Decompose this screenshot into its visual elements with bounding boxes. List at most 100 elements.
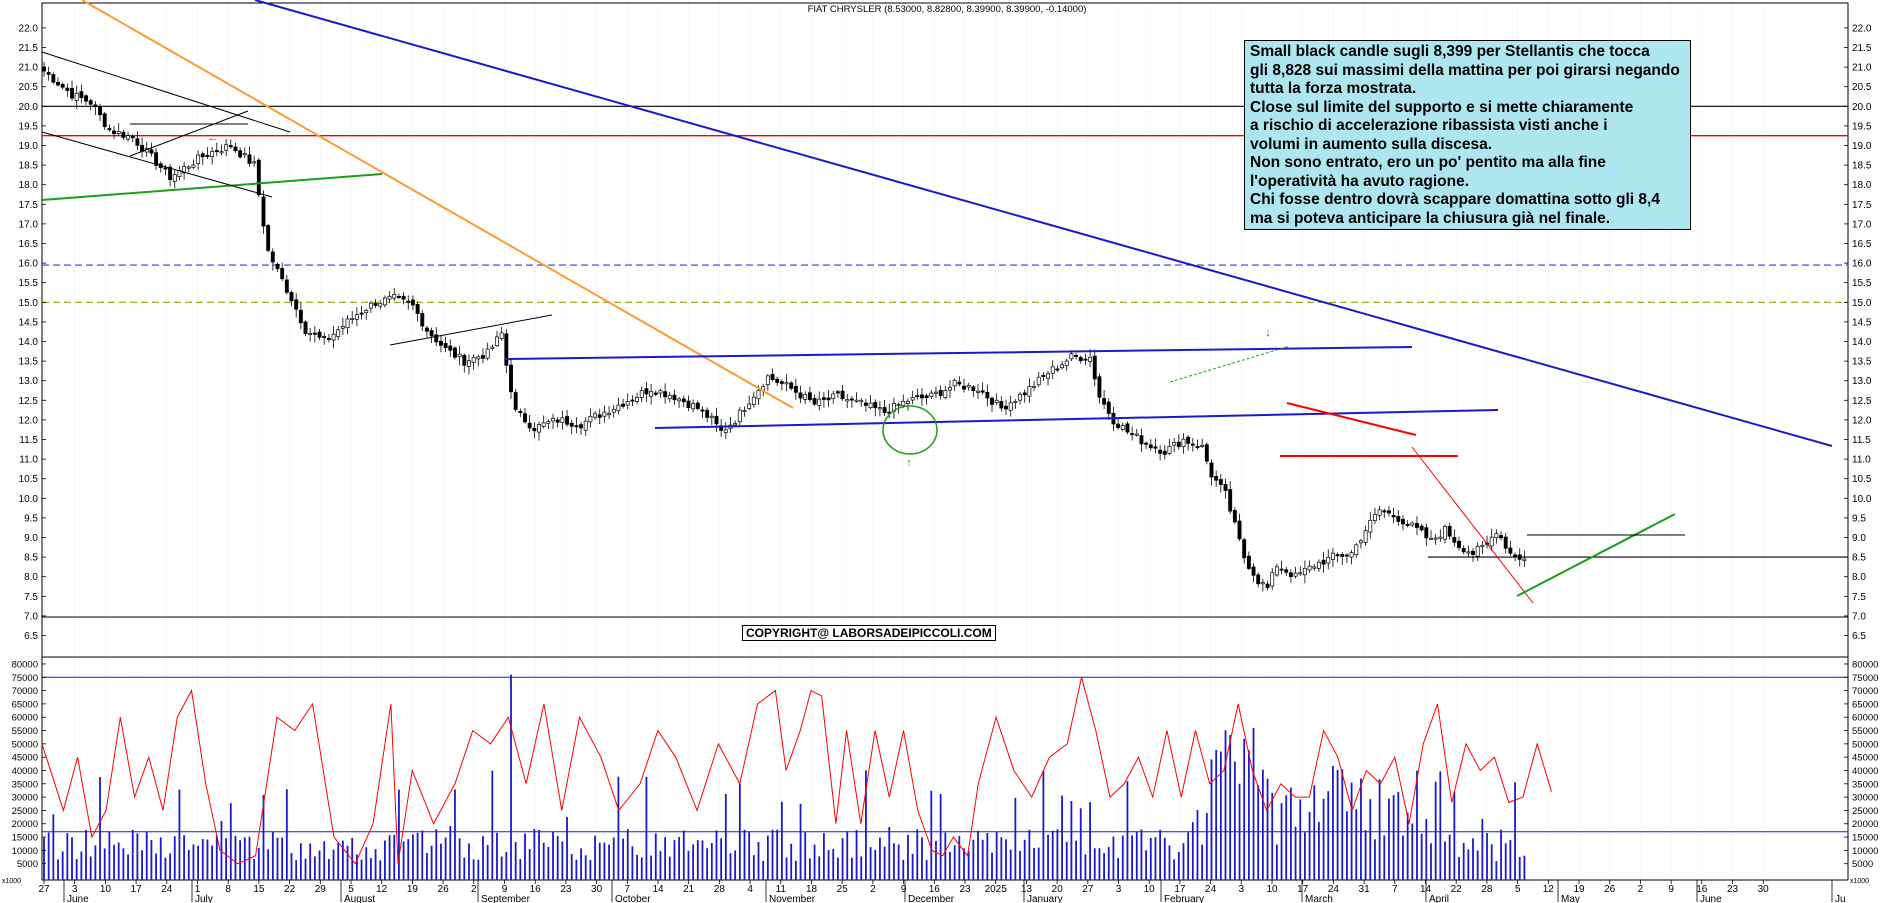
- candle-body: [60, 84, 65, 88]
- volume-bar: [1327, 791, 1330, 880]
- candle-body: [1522, 558, 1527, 562]
- volume-bar: [1014, 797, 1017, 880]
- candle-body: [1181, 438, 1186, 448]
- volume-bar: [897, 844, 900, 880]
- green-arrow-icon: ↑: [906, 457, 912, 469]
- trendline-orange: [81, 0, 794, 409]
- volume-bar: [808, 858, 811, 880]
- candle-body: [1443, 525, 1447, 540]
- candle-body: [509, 364, 513, 393]
- candle-body: [1078, 357, 1083, 362]
- volume-bar: [407, 839, 410, 880]
- x-day-label: 24: [1205, 884, 1217, 895]
- y-tick-label-right: 16.0: [1852, 259, 1872, 270]
- candle-body: [1200, 444, 1205, 447]
- candle-body: [1153, 446, 1158, 449]
- volume-bar: [1233, 761, 1236, 880]
- volume-bar: [52, 814, 55, 880]
- candle-body: [1144, 442, 1149, 445]
- candle-body: [1256, 574, 1261, 585]
- y-tick-label-left: 6.5: [24, 631, 38, 642]
- candle-body: [1232, 510, 1237, 523]
- volume-bar: [1089, 802, 1091, 880]
- candle-body: [523, 413, 527, 423]
- volume-bar: [496, 832, 498, 880]
- volume-bar: [1238, 783, 1241, 880]
- volume-bar: [1280, 803, 1283, 880]
- candle-body: [1429, 537, 1433, 540]
- candle-body: [807, 392, 812, 401]
- volume-bar: [594, 835, 596, 880]
- y-tick-label-right: 22.0: [1852, 23, 1872, 34]
- candle-body: [999, 401, 1004, 409]
- volume-bar: [893, 843, 895, 880]
- candle-body: [331, 333, 336, 341]
- annotation-line: volumi in aumento sulla discesa.: [1250, 135, 1493, 153]
- candle-body: [130, 136, 135, 139]
- candle-body: [266, 225, 271, 251]
- x-day-label: 3: [1239, 884, 1245, 895]
- y-tick-label-right: 15.5: [1852, 278, 1872, 289]
- volume-bar: [388, 835, 391, 880]
- volume-bar: [879, 837, 881, 880]
- volume-tick-label-left: 10000: [12, 846, 38, 857]
- candle-body: [775, 378, 780, 383]
- volume-bar: [752, 855, 755, 880]
- volume-bar: [1275, 844, 1278, 880]
- candle-body: [686, 400, 691, 409]
- x-month-label: June: [67, 894, 89, 903]
- volume-bar: [907, 834, 909, 880]
- candle-body: [1330, 552, 1335, 560]
- candle-body: [396, 296, 401, 298]
- volume-bar: [1266, 778, 1269, 880]
- candle-body: [471, 356, 476, 363]
- volume-bar: [710, 843, 713, 880]
- volume-bar: [337, 842, 340, 880]
- volume-bar: [384, 840, 386, 880]
- candle-body: [616, 404, 621, 412]
- candle-body: [756, 389, 761, 400]
- candle-body: [1457, 540, 1461, 548]
- candle-body: [812, 398, 817, 405]
- x-day-label: 9: [901, 884, 907, 895]
- volume-bar: [1173, 859, 1176, 880]
- candle-body: [1471, 550, 1475, 555]
- volume-tick-label-right: 75000: [1852, 673, 1878, 684]
- volume-bar: [1509, 840, 1512, 880]
- candle-body: [1284, 569, 1289, 573]
- volume-bar: [183, 835, 185, 880]
- volume-bar: [262, 795, 265, 880]
- y-tick-label-right: 13.0: [1852, 376, 1872, 387]
- candle-body: [593, 413, 598, 418]
- annotation-line: l'operatività ha avuto ragione.: [1250, 172, 1470, 190]
- volume-bar: [738, 783, 741, 880]
- x-day-label: 29: [315, 884, 327, 895]
- volume-bar: [1397, 791, 1400, 880]
- volume-tick-label-left: 25000: [12, 806, 38, 817]
- x-day-label: 23: [959, 884, 971, 895]
- x-day-label: 9: [1668, 884, 1674, 895]
- volume-bar: [1425, 818, 1428, 880]
- volume-bar: [267, 849, 270, 880]
- volume-bar: [1182, 843, 1185, 880]
- volume-bar: [1126, 781, 1129, 880]
- candle-body: [905, 400, 910, 404]
- red-arrow-left-icon: ←: [208, 132, 219, 144]
- volume-bar: [1210, 759, 1213, 880]
- y-tick-label-left: 16.0: [19, 259, 39, 270]
- candle-body: [280, 268, 285, 280]
- volume-bar: [1177, 851, 1180, 880]
- candle-body: [962, 385, 966, 390]
- x-month-label: December: [908, 894, 955, 903]
- volume-average-line: [41, 677, 1552, 865]
- candle-body: [873, 401, 878, 409]
- volume-tick-label-right: 60000: [1852, 713, 1878, 724]
- volume-bar: [1037, 847, 1040, 880]
- y-tick-label-left: 14.0: [19, 337, 39, 348]
- volume-bar: [902, 859, 905, 880]
- volume-bar: [678, 837, 681, 880]
- candle-body: [709, 415, 714, 418]
- volume-bar: [304, 858, 307, 880]
- volume-bar: [500, 856, 503, 880]
